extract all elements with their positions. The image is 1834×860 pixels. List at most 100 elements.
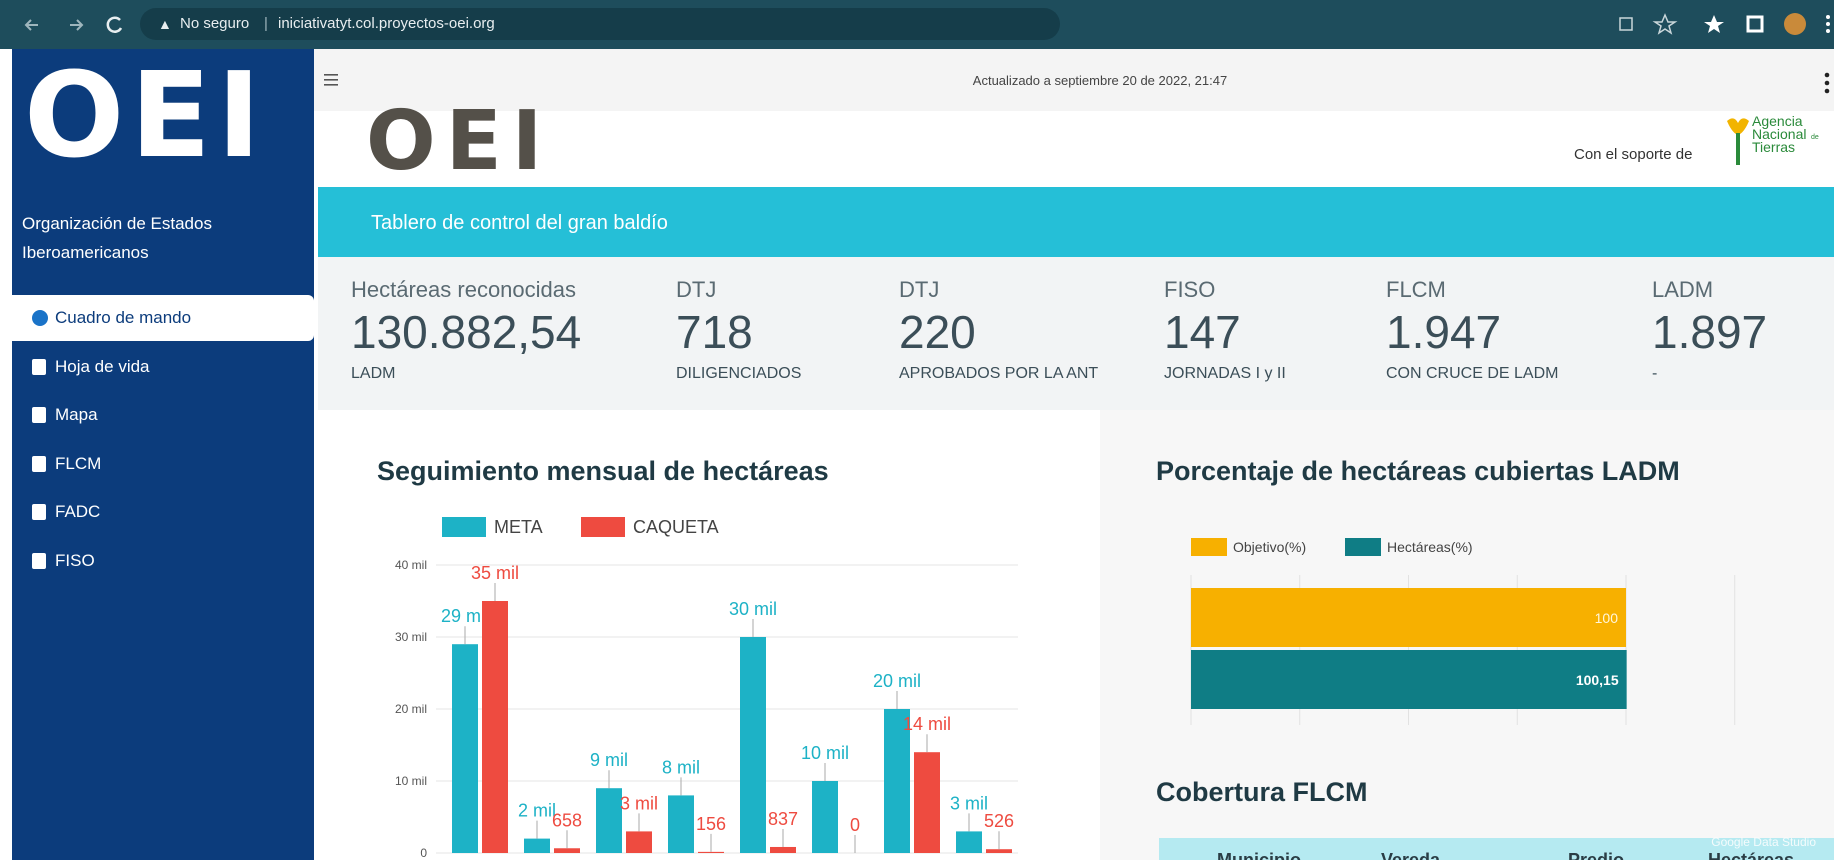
sidebar: OEI Organización de Estados Iberoamerica… (12, 49, 314, 860)
bar-chart-panel: Seguimiento mensual de hectáreas META CAQU… (316, 410, 1100, 860)
kpi-label: DTJ (899, 277, 1098, 303)
header: OEI Con el soporte de Agencia Nacional d… (314, 111, 1834, 187)
bar (524, 839, 550, 853)
table-column-header: Municipio (1217, 850, 1301, 860)
data-label: 100 (1595, 610, 1619, 626)
partner-logo-text: de (1811, 134, 1819, 141)
data-label: 30 mil (729, 599, 777, 619)
bar (626, 831, 652, 853)
chart-title: Seguimiento mensual de hectáreas (377, 456, 829, 486)
hbar-chart-panel: Porcentaje de hectáreas cubiertas LADM Ob… (1100, 410, 1834, 860)
org-name-line: Organización de Estados (22, 209, 212, 238)
table-column-header: Vereda (1381, 850, 1441, 860)
data-label: 658 (552, 810, 582, 830)
bar (956, 831, 982, 853)
data-label: 0 (850, 815, 860, 835)
legend-label: Hectáreas(%) (1387, 539, 1473, 555)
bar (1191, 650, 1627, 709)
kpi-sub: DILIGENCIADOS (676, 365, 801, 383)
url: iniciativatyt.col.proyectos-oei.org (278, 8, 495, 40)
data-label: 8 mil (662, 757, 700, 777)
watermark: Google Data Studio (1711, 835, 1816, 849)
kpi-value: 1.947 (1386, 305, 1558, 359)
legend-label: META (494, 517, 543, 537)
bar (596, 788, 622, 853)
legend-label: Objetivo(%) (1233, 539, 1306, 555)
bar (668, 795, 694, 853)
menu-icon (32, 553, 46, 569)
data-label: 9 mil (590, 750, 628, 770)
kpi-label: FISO (1164, 277, 1286, 303)
legend-swatch (581, 517, 625, 537)
address-bar[interactable]: ▲ No seguro | iniciativatyt.col.proyecto… (140, 8, 1060, 40)
menu-label: FISO (55, 538, 95, 584)
y-tick-label: 20 mil (395, 702, 427, 716)
table-column-header: Predio (1568, 850, 1624, 860)
page: OEI Tablero {"browser": {"security": "No… (0, 0, 1834, 860)
y-tick-label: 30 mil (395, 630, 427, 644)
menu-item[interactable]: FLCM (12, 441, 314, 487)
bar (554, 848, 580, 853)
kpi-value: 130.882,54 (351, 305, 581, 359)
data-label: 10 mil (801, 743, 849, 763)
table-column-header: Hectáreas (1708, 850, 1794, 860)
table-title: Cobertura FLCM (1156, 777, 1368, 807)
data-label: 35 mil (471, 563, 519, 583)
partner-logo-text: Tierras (1752, 139, 1795, 155)
security-label: No seguro (180, 8, 249, 40)
bar (452, 644, 478, 853)
nav-icons (0, 0, 140, 49)
updated-text: Actualizado a septiembre 20 de 2022, 21:… (314, 73, 1834, 88)
y-tick-label: 0 (420, 846, 427, 860)
support-text: Con el soporte de (1574, 146, 1692, 163)
bar (770, 847, 796, 853)
menu-item[interactable]: Mapa (12, 392, 314, 438)
menu-item[interactable]: Hoja de vida (12, 344, 314, 390)
org-name: Organización de Estados Iberoamericanos (22, 209, 212, 267)
menu-item[interactable]: FISO (12, 538, 314, 584)
data-label: 156 (696, 814, 726, 834)
data-label: 837 (768, 809, 798, 829)
menu-icon (32, 359, 46, 375)
menu-icon (32, 456, 46, 472)
data-label: 3 mil (950, 793, 988, 813)
menu-icon (32, 310, 48, 326)
menu-label: Mapa (55, 392, 98, 438)
legend-swatch (442, 517, 486, 537)
kpi: DTJ220APROBADOS POR LA ANT (899, 277, 1098, 383)
chart-title: Porcentaje de hectáreas cubiertas LADM (1156, 456, 1680, 486)
bar (914, 752, 940, 853)
browser-bar: ▲ No seguro | iniciativatyt.col.proyecto… (0, 0, 1834, 49)
sidebar-logo: OEI (24, 55, 267, 175)
menu-icon (32, 504, 46, 520)
data-label: 526 (984, 811, 1014, 831)
kpi-value: 718 (676, 305, 801, 359)
data-label: 100,15 (1576, 672, 1619, 688)
kpi-value: 1.897 (1652, 305, 1767, 359)
legend-label: CAQUETA (633, 517, 719, 537)
org-name-line: Iberoamericanos (22, 238, 212, 267)
menu-item[interactable]: FADC (12, 489, 314, 535)
kpi-sub: JORNADAS I y II (1164, 365, 1286, 383)
bar (812, 781, 838, 853)
kpi-label: DTJ (676, 277, 801, 303)
kpi-label: FLCM (1386, 277, 1558, 303)
legend-swatch (1191, 538, 1227, 556)
kpi-value: 220 (899, 305, 1098, 359)
menu-label: FADC (55, 489, 100, 535)
kebab-menu[interactable] (1822, 71, 1832, 95)
banner: Tablero de control del gran baldío (318, 187, 1834, 257)
bar (698, 852, 724, 853)
kpi-sub: LADM (351, 365, 581, 383)
bar (482, 601, 508, 853)
menu-icon (32, 407, 46, 423)
menu-item[interactable]: Cuadro de mando (12, 295, 314, 341)
page-body: ▲ No seguro | iniciativatyt.col.proyecto… (0, 0, 1834, 860)
data-label: 14 mil (903, 714, 951, 734)
kpi-sub: CON CRUCE DE LADM (1386, 365, 1558, 383)
y-tick-label: 10 mil (395, 774, 427, 788)
partner-logo: Agencia Nacional de Tierras (1722, 113, 1832, 173)
